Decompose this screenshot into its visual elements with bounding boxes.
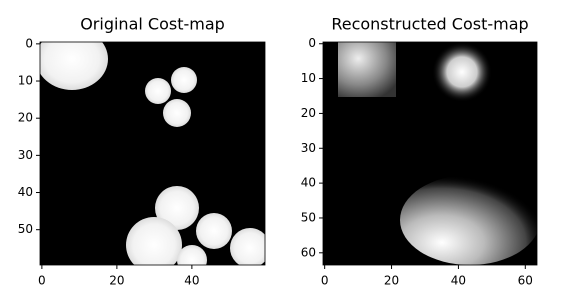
- axes-frame: [322, 41, 538, 266]
- x-tick-label: 20: [109, 274, 124, 288]
- x-tick-label: 40: [451, 274, 466, 288]
- y-tick-label: 30: [18, 148, 33, 162]
- x-tick-label: 40: [184, 274, 199, 288]
- y-tick-label: 30: [301, 141, 316, 155]
- blob: [230, 228, 265, 265]
- y-tick-label: 60: [301, 245, 316, 259]
- blob: [432, 42, 492, 102]
- y-tick-label: 20: [301, 106, 316, 120]
- heatmap: [40, 42, 265, 265]
- blob: [177, 245, 207, 265]
- y-tick-label: 20: [18, 111, 33, 125]
- axes-frame: [39, 41, 266, 266]
- blob: [155, 186, 199, 230]
- blob: [338, 42, 396, 97]
- blob: [40, 42, 108, 90]
- blob: [400, 175, 537, 265]
- x-tick-label: 0: [38, 274, 46, 288]
- blob: [171, 67, 197, 93]
- y-tick-label: 50: [18, 222, 33, 236]
- y-tick-label: 0: [25, 36, 33, 50]
- blob: [196, 213, 232, 249]
- chart-title: Original Cost-map: [80, 15, 225, 34]
- blob: [145, 78, 171, 104]
- x-tick-label: 0: [321, 274, 329, 288]
- y-tick-label: 40: [18, 185, 33, 199]
- x-tick-label: 60: [518, 274, 533, 288]
- blob: [163, 99, 191, 127]
- heatmap: [338, 42, 537, 265]
- x-tick-label: 20: [384, 274, 399, 288]
- y-tick-label: 10: [18, 74, 33, 88]
- chart-title: Reconstructed Cost-map: [331, 15, 528, 34]
- blob: [126, 217, 182, 265]
- y-tick-label: 0: [308, 36, 316, 50]
- y-tick-label: 50: [301, 210, 316, 224]
- y-tick-label: 10: [301, 71, 316, 85]
- y-tick-label: 40: [301, 176, 316, 190]
